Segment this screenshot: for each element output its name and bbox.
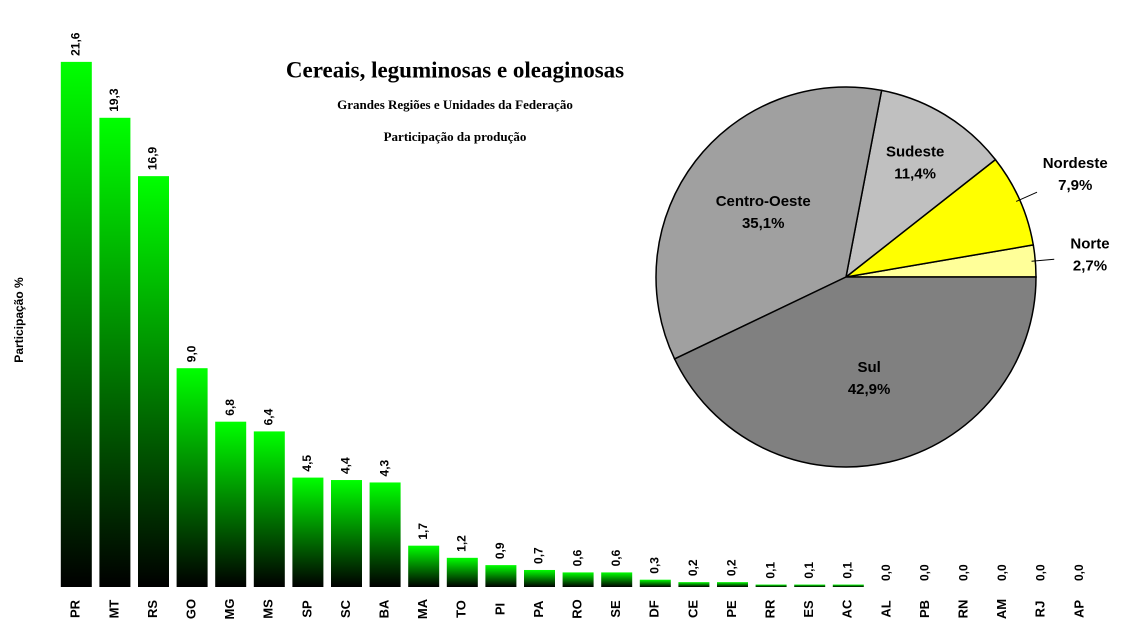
bar: [369, 482, 401, 587]
pie-slice: [673, 276, 1037, 468]
data-label: 0,6: [570, 549, 584, 566]
x-tick-label: RS: [145, 600, 160, 618]
data-label: 0,6: [609, 549, 623, 566]
data-label: 4,3: [377, 459, 391, 476]
x-tick-label: PA: [531, 600, 546, 618]
data-label: 0,7: [532, 547, 546, 564]
bar: [639, 579, 671, 587]
x-tick-label: PR: [68, 599, 83, 618]
x-tick-label: AM: [994, 599, 1009, 619]
chart-title: Cereais, leguminosas e oleaginosas: [286, 57, 624, 82]
x-tick-label: GO: [184, 599, 199, 619]
bar: [562, 572, 594, 587]
x-tick-label: DF: [647, 600, 662, 617]
pie-value-label: 11,4%: [894, 165, 936, 182]
bar: [755, 584, 787, 587]
data-label: 0,0: [956, 564, 970, 581]
pie-label: Sudeste: [886, 143, 944, 160]
bar: [601, 572, 633, 587]
chart-subtitle: Participação da produção: [384, 129, 527, 144]
bar: [408, 545, 440, 587]
data-label: 1,2: [454, 535, 468, 552]
x-tick-label: BA: [377, 599, 392, 618]
bar: [138, 176, 169, 588]
x-tick-label: SP: [299, 600, 314, 618]
bar: [215, 421, 247, 587]
bar: [292, 477, 324, 587]
data-label: 9,0: [184, 345, 198, 362]
bar: [678, 582, 710, 587]
pie-label: Sul: [857, 359, 880, 376]
x-tick-label: PB: [917, 600, 932, 618]
data-label: 1,7: [416, 523, 430, 540]
data-label: 4,4: [339, 457, 353, 474]
x-tick-label: MS: [261, 599, 276, 619]
data-label: 0,9: [493, 542, 507, 559]
pie-value-label: 2,7%: [1073, 258, 1107, 275]
data-label: 0,1: [802, 562, 816, 579]
x-tick-label: RN: [956, 600, 971, 619]
x-tick-label: MA: [415, 598, 430, 619]
data-label: 0,1: [840, 562, 854, 579]
chart-subtitle: Grandes Regiões e Unidades da Federação: [337, 97, 573, 112]
pie-slice: [655, 86, 883, 360]
data-label: 0,1: [763, 562, 777, 579]
data-label: 4,5: [300, 455, 314, 472]
x-tick-label: TO: [454, 600, 469, 618]
bar: [524, 569, 555, 587]
bar: [331, 480, 362, 587]
data-label: 6,4: [261, 408, 275, 425]
pie-value-label: 7,9%: [1058, 177, 1092, 194]
x-tick-label: AP: [1071, 600, 1086, 618]
bar: [485, 565, 517, 587]
data-label: 16,9: [146, 146, 160, 170]
x-tick-label: SE: [608, 600, 623, 618]
leader-line: [1031, 258, 1055, 262]
data-label: 0,0: [995, 564, 1009, 581]
bar: [176, 368, 208, 587]
bar: [446, 557, 478, 587]
pie-label: Nordeste: [1043, 155, 1108, 172]
x-tick-label: PI: [492, 603, 507, 615]
x-tick-label: SC: [338, 599, 353, 618]
bar: [832, 584, 864, 587]
x-tick-label: CE: [685, 600, 700, 618]
data-label: 0,2: [686, 559, 700, 576]
x-tick-label: RJ: [1033, 601, 1048, 618]
bar: [60, 61, 92, 587]
bar: [253, 431, 285, 587]
data-label: 0,0: [1033, 564, 1047, 581]
pie-label: Norte: [1070, 236, 1109, 253]
data-label: 21,6: [68, 32, 82, 56]
data-label: 0,2: [725, 559, 739, 576]
data-label: 0,0: [879, 564, 893, 581]
x-tick-label: PE: [724, 600, 739, 618]
x-tick-label: AL: [878, 600, 893, 617]
x-tick-label: RO: [570, 599, 585, 619]
pie-slice: [844, 89, 997, 279]
pie-value-label: 35,1%: [742, 215, 785, 232]
data-label: 6,8: [223, 399, 237, 416]
y-axis-label: Participação %: [12, 277, 26, 363]
x-tick-label: MG: [222, 599, 237, 620]
x-tick-label: AC: [840, 599, 855, 618]
data-label: 19,3: [107, 88, 121, 112]
data-label: 0,0: [918, 564, 932, 581]
pie-label: Centro-Oeste: [716, 193, 811, 210]
x-tick-label: MT: [106, 600, 121, 619]
pie-value-label: 42,9%: [848, 381, 891, 398]
x-tick-label: RR: [763, 599, 778, 618]
data-label: 0,0: [1072, 564, 1086, 581]
bar: [99, 117, 131, 587]
bar: [717, 582, 748, 587]
bar: [794, 584, 826, 587]
leader-line: [1015, 191, 1038, 202]
data-label: 0,3: [647, 557, 661, 574]
x-tick-label: ES: [801, 600, 816, 618]
